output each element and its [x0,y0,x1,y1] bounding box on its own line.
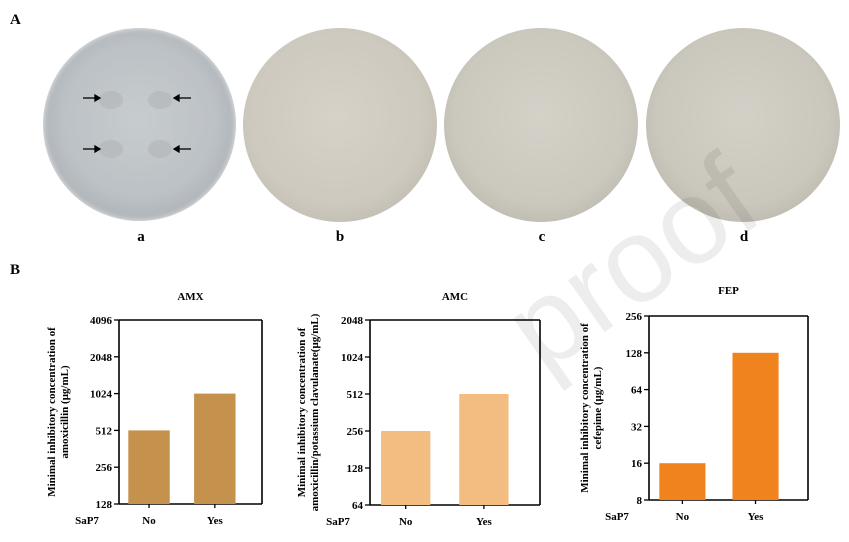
plate-label-d: d [739,229,749,245]
agar-plate-b [243,28,437,222]
y-tick-label: 2048 [341,315,364,327]
y-axis-label-fep: Minimal inhibitory concentration ofcefep… [579,323,604,493]
panel-label-b: B [10,262,21,278]
x-tick-label: No [142,515,156,527]
chart-title-amx: AMX [177,291,203,303]
y-tick-label: 8 [637,495,643,507]
y-axis-label-line: cefepime (μg/mL) [592,366,604,449]
x-tick-label: No [399,516,413,528]
x-tick-label: Yes [748,511,765,523]
y-tick-label: 128 [626,348,643,360]
y-axis-label-line: Minimal inhibitory concentration of [579,323,591,493]
agar-plate-c [444,28,638,222]
y-tick-label: 128 [96,499,113,511]
agar-plate-a [43,28,236,221]
y-tick-label: 2048 [90,352,113,364]
y-axis-label-amx: Minimal inhibitory concentration ofamoxi… [46,327,71,497]
y-tick-label: 1024 [341,352,364,364]
plate-label-c: c [538,229,546,245]
panel-label-a: A [10,12,21,28]
y-axis-label-line: Minimal inhibitory concentration of [46,327,58,497]
x-tick-label: Yes [476,516,493,528]
y-tick-label: 256 [96,462,113,474]
y-tick-label: 256 [347,426,364,438]
bar-amc-yes [459,394,509,505]
x-tick-label: Yes [207,515,224,527]
y-tick-label: 32 [631,421,643,433]
y-tick-label: 64 [631,385,643,397]
plate-label-b: b [335,229,345,245]
x-tick-label: No [676,511,690,523]
y-tick-label: 512 [96,425,113,437]
y-tick-label: 128 [347,463,364,475]
bar-amx-no [128,430,170,504]
y-axis-label-line: Minimal inhibitory concentration of [296,327,308,497]
y-axis-label-line: amoxicillin/potassium clavulanate(μg/mL) [309,313,321,511]
y-tick-label: 256 [626,311,643,323]
chart-title-fep: FEP [718,285,739,297]
y-tick-label: 1024 [90,389,113,401]
chart-title-amc: AMC [442,291,468,303]
y-tick-label: 512 [347,389,364,401]
x-axis-prefix-label: SaP7 [326,516,350,528]
agar-plate-d [646,28,840,222]
arrow-icon-group [83,91,191,158]
bar-amc-no [381,431,431,505]
bar-amx-yes [194,393,236,504]
x-axis-prefix-label: SaP7 [605,511,629,523]
bar-fep-no [659,463,706,500]
bar-fep-yes [732,352,779,500]
y-tick-label: 16 [631,458,643,470]
y-tick-label: 64 [352,500,364,512]
plate-label-a: a [137,229,145,245]
x-axis-prefix-label: SaP7 [75,515,99,527]
y-tick-label: 4096 [90,315,113,327]
y-axis-label-line: amoxicillin (μg/mL) [59,365,71,459]
y-axis-label-amc: Minimal inhibitory concentration ofamoxi… [296,313,321,511]
